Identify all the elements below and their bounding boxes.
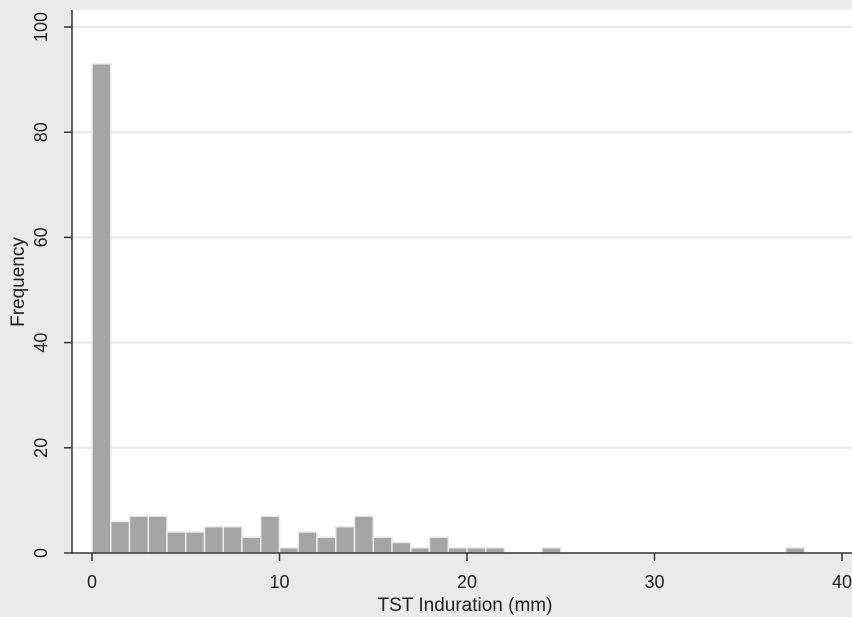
y-tick-label: 100 <box>31 12 51 42</box>
x-tick-label: 0 <box>87 572 97 592</box>
histogram-bar <box>785 546 806 554</box>
histogram-bar <box>335 525 356 554</box>
histogram-bar <box>91 63 112 554</box>
tick-marks <box>64 26 843 561</box>
y-tick-label: 40 <box>31 333 51 353</box>
y-axis-title: Frequency <box>8 237 29 327</box>
histogram-bar <box>147 515 168 554</box>
plot-area-background <box>72 10 852 553</box>
histogram-bar <box>222 525 243 554</box>
gridlines <box>72 26 852 449</box>
y-tick-label: 60 <box>31 227 51 247</box>
axes <box>71 10 852 554</box>
x-axis-title: TST Induration (mm) <box>378 595 553 616</box>
histogram-bar <box>166 531 187 554</box>
histogram-bar <box>466 546 487 554</box>
y-tick-label: 20 <box>31 438 51 458</box>
histogram-bar <box>203 525 224 554</box>
histogram-bar <box>447 546 468 554</box>
histogram-bar <box>110 520 131 554</box>
histogram-bar <box>185 531 206 554</box>
histogram-bar <box>353 515 374 554</box>
histogram-bar <box>241 536 262 554</box>
histogram-bar <box>541 546 562 554</box>
tick-labels: 0 10 20 30 40 0 20 40 60 80 100 <box>31 12 852 592</box>
histogram-bar <box>316 536 337 554</box>
histogram-bar <box>278 546 299 554</box>
histogram-bar <box>410 546 431 554</box>
histogram-bar <box>260 515 281 554</box>
y-tick-label: 80 <box>31 122 51 142</box>
histogram-bar <box>372 536 393 554</box>
histogram-bar <box>128 515 149 554</box>
x-tick-label: 40 <box>832 572 852 592</box>
x-tick-label: 20 <box>457 572 477 592</box>
histogram-bar <box>391 541 412 554</box>
y-tick-label: 0 <box>31 548 51 558</box>
x-tick-label: 10 <box>269 572 289 592</box>
histogram-bar <box>428 536 449 554</box>
x-tick-label: 30 <box>644 572 664 592</box>
histogram-bar <box>485 546 506 554</box>
histogram-bar <box>297 531 318 554</box>
